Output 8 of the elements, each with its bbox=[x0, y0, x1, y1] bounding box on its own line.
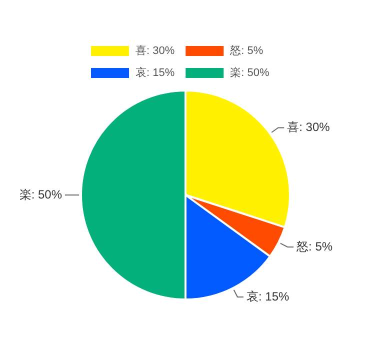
legend-label: 喜: 30% bbox=[136, 44, 175, 58]
legend-label: 怒: 5% bbox=[229, 45, 264, 58]
legend-label: 哀: 15% bbox=[136, 66, 175, 80]
slice-label: 喜: 30% bbox=[287, 120, 330, 134]
slice-label: 怒: 5% bbox=[296, 239, 333, 254]
slice-label: 哀: 15% bbox=[246, 289, 290, 304]
legend-label: 楽: 50% bbox=[230, 67, 270, 80]
slice-label: 楽: 50% bbox=[19, 187, 62, 202]
